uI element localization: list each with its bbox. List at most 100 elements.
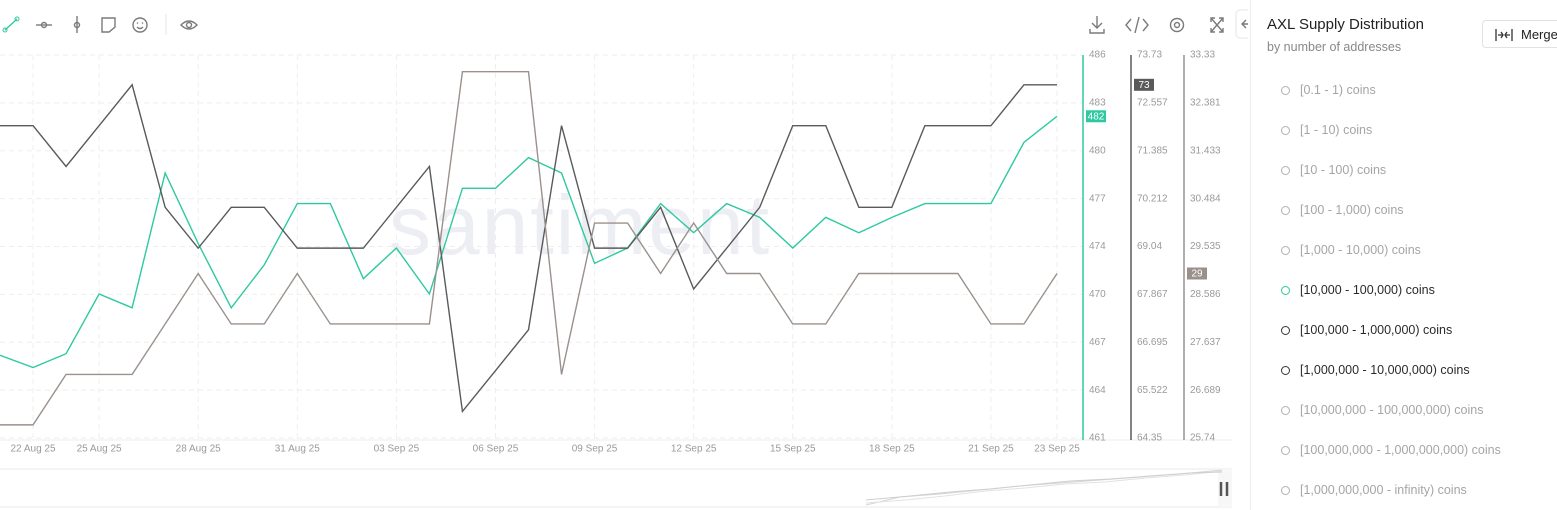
y-tick-label: 72.557 (1137, 98, 1168, 109)
visibility-tool[interactable] (180, 20, 198, 30)
metric-toggle (1281, 325, 1290, 335)
y-tick-label: 70.212 (1137, 193, 1168, 204)
note-tool[interactable] (101, 17, 116, 33)
y-tick-label: 30.484 (1190, 193, 1221, 204)
y-tick-label: 65.522 (1137, 385, 1168, 396)
last-value-label: 482 (1088, 111, 1105, 122)
x-tick-label: 18 Sep 25 (869, 444, 915, 455)
y-tick-label: 67.867 (1137, 289, 1168, 300)
download-button[interactable] (1089, 16, 1105, 34)
y-tick-label: 467 (1089, 337, 1106, 348)
x-tick-label: 12 Sep 25 (671, 444, 717, 455)
y-tick-label: 31.433 (1190, 145, 1221, 156)
metric-item[interactable]: [100,000 - 1,000,000) coins (1281, 310, 1501, 350)
metric-item[interactable]: [100,000,000 - 1,000,000,000) coins (1281, 430, 1501, 470)
last-value-badge (1086, 110, 1106, 123)
series-line (0, 70, 1058, 426)
metric-label: [0.1 - 1) coins (1300, 83, 1376, 97)
y-tick-label: 25.74 (1190, 433, 1215, 444)
emoji-tool[interactable] (132, 17, 148, 33)
x-tick-label: 28 Aug 25 (176, 444, 221, 455)
metric-label: [10 - 100) coins (1300, 163, 1387, 177)
last-value-badge (1134, 78, 1154, 91)
metric-toggle (1281, 205, 1290, 215)
metric-label: [10,000 - 100,000) coins (1300, 283, 1435, 297)
metric-toggle (1281, 365, 1290, 375)
metric-item[interactable]: [10,000 - 100,000) coins (1281, 270, 1501, 310)
fullscreen-button[interactable] (1210, 17, 1224, 33)
merge-icon (1495, 29, 1513, 41)
navigator (0, 468, 1232, 508)
y-tick-label: 480 (1089, 145, 1106, 156)
y-tick-label: 461 (1089, 433, 1106, 444)
toolbar (2, 14, 198, 35)
series-line (0, 115, 1058, 369)
metric-label: [1 - 10) coins (1300, 123, 1373, 137)
y-tick-label: 64.35 (1137, 433, 1162, 444)
metric-item[interactable]: [10 - 100) coins (1281, 150, 1501, 190)
metric-item[interactable]: [100 - 1,000) coins (1281, 190, 1501, 230)
settings-button[interactable] (1169, 17, 1185, 33)
x-tick-label: 22 Aug 25 (11, 444, 56, 455)
watermark: santiment (389, 178, 771, 272)
series-line (0, 83, 1057, 414)
metric-item[interactable]: [1,000 - 10,000) coins (1281, 230, 1501, 270)
line-tool[interactable] (2, 16, 20, 33)
y-tick-label: 28.586 (1190, 289, 1221, 300)
metric-toggle (1281, 445, 1290, 455)
x-tick-label: 06 Sep 25 (473, 444, 519, 455)
x-tick-label: 23 Sep 25 (1034, 444, 1080, 455)
y-tick-label: 71.385 (1137, 145, 1168, 156)
metric-label: [100 - 1,000) coins (1300, 203, 1404, 217)
x-tick-label: 15 Sep 25 (770, 444, 816, 455)
embed-button[interactable] (1125, 16, 1149, 34)
last-value-label: 29 (1191, 269, 1203, 280)
metric-label: [100,000,000 - 1,000,000,000) coins (1300, 443, 1501, 457)
metric-label: [1,000,000 - 10,000,000) coins (1300, 363, 1470, 377)
metric-item[interactable]: [1,000,000,000 - infinity) coins (1281, 470, 1501, 510)
x-tick-label: 21 Sep 25 (968, 444, 1014, 455)
navigator-handle[interactable] (1219, 482, 1229, 496)
hline-tool[interactable] (36, 21, 52, 29)
y-tick-label: 477 (1089, 193, 1106, 204)
metric-list: [0.1 - 1) coins [1 - 10) coins [10 - 100) … (1281, 70, 1501, 510)
x-tick-label: 31 Aug 25 (275, 444, 320, 455)
y-tick-label: 474 (1089, 241, 1106, 252)
metric-item[interactable]: [1,000,000 - 10,000,000) coins (1281, 350, 1501, 390)
merge-button[interactable]: Merge (1482, 20, 1557, 48)
metric-toggle (1281, 245, 1290, 255)
y-tick-label: 464 (1089, 385, 1106, 396)
y-tick-label: 66.695 (1137, 337, 1168, 348)
y-tick-label: 470 (1089, 289, 1106, 300)
sidebar-title: AXL Supply Distribution (1267, 16, 1425, 33)
metric-label: [100,000 - 1,000,000) coins (1300, 323, 1453, 337)
metric-label: [1,000 - 10,000) coins (1300, 243, 1421, 257)
metric-label: [10,000,000 - 100,000,000) coins (1300, 403, 1484, 417)
metric-toggle (1281, 285, 1290, 295)
merge-label: Merge (1521, 27, 1557, 42)
collapse-sidebar-button[interactable] (1235, 9, 1248, 39)
chart-actions (1089, 9, 1248, 39)
y-tick-label: 73.73 (1137, 50, 1162, 61)
metric-item[interactable]: [10,000,000 - 100,000,000) coins (1281, 390, 1501, 430)
y-tick-label: 32.381 (1190, 98, 1221, 109)
last-value-badge (1187, 267, 1207, 280)
metric-toggle (1281, 405, 1290, 415)
sidebar: AXL Supply Distribution by number of add… (1250, 0, 1557, 510)
metric-item[interactable]: [0.1 - 1) coins (1281, 70, 1501, 110)
x-tick-label: 09 Sep 25 (572, 444, 618, 455)
metric-toggle (1281, 125, 1290, 135)
y-tick-label: 27.637 (1190, 337, 1221, 348)
metric-toggle (1281, 165, 1290, 175)
sidebar-subtitle: by number of addresses (1267, 40, 1402, 54)
y-tick-label: 33.33 (1190, 50, 1215, 61)
metric-label: [1,000,000,000 - infinity) coins (1300, 483, 1467, 497)
x-tick-label: 25 Aug 25 (77, 444, 122, 455)
chart: santiment 22 Aug 25 25 Aug 25 28 Aug 25 31 … (0, 9, 1248, 508)
vline-tool[interactable] (73, 16, 81, 33)
y-tick-label: 483 (1089, 98, 1106, 109)
y-tick-label: 26.689 (1190, 385, 1221, 396)
metric-item[interactable]: [1 - 10) coins (1281, 110, 1501, 150)
y-tick-label: 69.04 (1137, 241, 1162, 252)
